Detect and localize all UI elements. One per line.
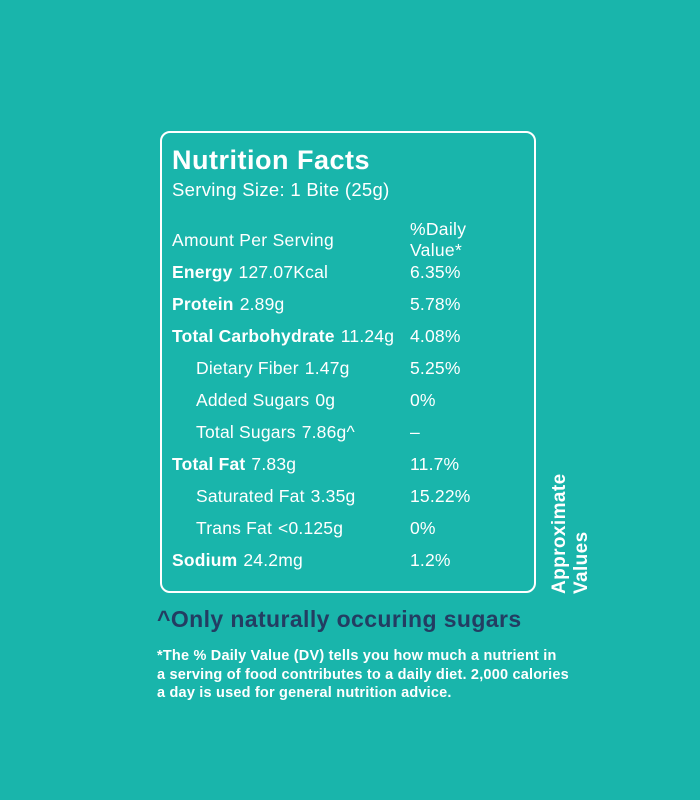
nutrient-label: Total Sugars [196, 421, 296, 442]
nutrient-amount: 11.24g [340, 325, 395, 346]
nutrient-row: Added Sugars 0g 0% [172, 384, 522, 416]
footnote-line: *The % Daily Value (DV) tells you how mu… [157, 648, 557, 664]
nutrient-row: Sodium 24.2mg 1.2% [172, 544, 522, 576]
nutrient-row: Total Sugars 7.86g^ – [172, 416, 522, 448]
nutrient-label: Trans Fat [196, 517, 273, 538]
nutrient-dv: 0% [410, 389, 436, 410]
nutrient-amount: <0.125g [278, 517, 344, 538]
nutrient-dv: 0% [410, 517, 436, 538]
approximate-values-note: Approximate Values [549, 473, 592, 594]
column-header-amount: Amount Per Serving [172, 229, 335, 250]
nutrient-amount: 2.89g [239, 293, 285, 314]
nutrient-label: Added Sugars [196, 389, 310, 410]
panel-title: Nutrition Facts [172, 145, 371, 175]
sugars-footnote: ^Only naturally occuring sugars [157, 606, 522, 632]
column-header-daily-value: %Daily Value* [410, 219, 467, 260]
nutrient-row: Saturated Fat 3.35g 15.22% [172, 480, 522, 512]
nutrient-label: Energy [172, 261, 233, 282]
nutrient-label: Dietary Fiber [196, 357, 299, 378]
nutrient-label: Saturated Fat [196, 485, 305, 506]
nutrient-row: Total Fat 7.83g 11.7% [172, 448, 522, 480]
nutrient-row: Trans Fat <0.125g 0% [172, 512, 522, 544]
nutrition-facts-panel: Nutrition Facts Serving Size: 1 Bite (25… [160, 131, 536, 593]
nutrient-label: Total Carbohydrate [172, 325, 335, 346]
footnote-line: a day is used for general nutrition advi… [157, 685, 452, 701]
nutrient-row: Dietary Fiber 1.47g 5.25% [172, 352, 522, 384]
nutrient-row: Total Carbohydrate 11.24g 4.08% [172, 320, 522, 352]
table-header: Amount Per Serving %Daily Value* [172, 219, 522, 260]
nutrient-label: Total Fat [172, 453, 246, 474]
nutrient-amount: 24.2mg [243, 549, 303, 570]
nutrient-row: Protein 2.89g 5.78% [172, 288, 522, 320]
nutrient-amount: 1.47g [304, 357, 350, 378]
nutrient-amount: 127.07Kcal [238, 261, 329, 282]
nutrient-dv: 5.78% [410, 293, 461, 314]
nutrient-dv: 11.7% [410, 453, 460, 474]
nutrient-dv: 15.22% [410, 485, 471, 506]
nutrient-amount: 7.86g^ [301, 421, 355, 442]
nutrient-dv: 1.2% [410, 549, 451, 570]
nutrient-dv: 5.25% [410, 357, 461, 378]
nutrient-row: Energy 127.07Kcal 6.35% [172, 256, 522, 288]
nutrient-dv: 4.08% [410, 325, 461, 346]
footnote-line: a serving of food contributes to a daily… [157, 666, 569, 683]
nutrient-dv: 6.35% [410, 261, 461, 282]
nutrient-dv: – [410, 421, 420, 442]
nutrient-amount: 0g [315, 389, 336, 410]
serving-size: Serving Size: 1 Bite (25g) [172, 179, 390, 200]
nutrient-amount: 7.83g [251, 453, 297, 474]
nutrient-label: Sodium [172, 549, 238, 570]
nutrient-amount: 3.35g [310, 485, 356, 506]
nutrient-label: Protein [172, 293, 234, 314]
nutrient-rows: Energy 127.07Kcal 6.35% Protein 2.89g 5.78% To… [172, 256, 522, 576]
daily-value-footnote: *The % Daily Value (DV) tells you how mu… [157, 647, 569, 703]
